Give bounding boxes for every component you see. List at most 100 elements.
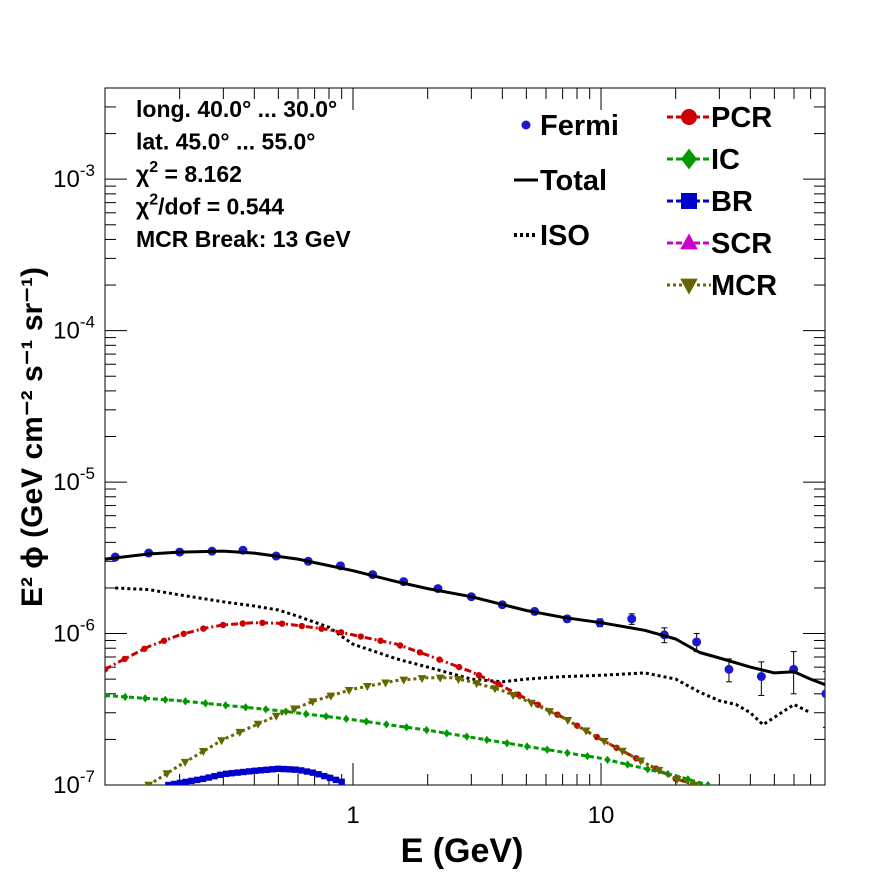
fermi-point xyxy=(821,689,825,699)
br-marker xyxy=(303,768,311,775)
series-total xyxy=(105,549,825,687)
pcr-marker xyxy=(160,637,168,644)
pcr-marker xyxy=(337,629,345,636)
ic-marker xyxy=(584,751,591,761)
y-tick-label: 10-7 xyxy=(53,767,95,799)
mcr-marker xyxy=(508,691,518,700)
iso-line xyxy=(115,586,812,727)
br-marker xyxy=(251,767,259,774)
br-marker xyxy=(240,768,247,776)
br-marker xyxy=(280,765,288,773)
br-marker xyxy=(246,768,253,775)
fermi-point xyxy=(692,637,702,647)
annotation-line: lat. 45.0° ... 55.0° xyxy=(136,129,316,155)
mcr-marker xyxy=(198,748,208,757)
br-marker xyxy=(326,774,334,782)
br-marker xyxy=(274,765,282,772)
y-tick-label: 10-6 xyxy=(53,616,95,648)
mcr-marker xyxy=(435,674,445,683)
ic-marker xyxy=(121,692,129,702)
x-tick-label: 1 xyxy=(346,802,359,829)
legend-label: BR xyxy=(711,186,753,218)
ic-marker xyxy=(463,732,471,741)
pcr-marker xyxy=(396,642,404,649)
annotation-line: χ2 = 8.162 xyxy=(136,159,242,187)
legend-left: Fermi Total ISO xyxy=(514,110,619,252)
series-iso xyxy=(115,586,812,727)
mcr-marker xyxy=(599,737,609,746)
mcr-marker xyxy=(454,676,463,685)
legend-symbol xyxy=(681,193,697,209)
y-axis-label: E² ϕ (GeV cm⁻² s⁻¹ sr⁻¹) xyxy=(16,267,49,607)
mcr-marker xyxy=(217,737,226,746)
pcr-marker xyxy=(121,655,128,663)
ic-marker xyxy=(564,748,571,758)
br-marker xyxy=(309,769,316,776)
axis-tick-labels: 1 10 10-7 10-6 10-5 10-4 10-3 xyxy=(53,161,614,829)
legend-symbol xyxy=(680,278,698,295)
fermi-point xyxy=(756,672,766,682)
ic-marker xyxy=(222,701,229,710)
br-marker xyxy=(211,772,218,780)
mcr-marker xyxy=(472,680,482,689)
br-marker xyxy=(176,779,184,785)
pcr-marker xyxy=(259,619,266,627)
legend-label: IC xyxy=(711,144,740,176)
br-marker xyxy=(199,775,207,783)
ic-marker xyxy=(383,720,390,729)
br-marker xyxy=(217,771,224,779)
ic-marker xyxy=(282,707,290,716)
ic-marker xyxy=(403,723,410,732)
ic-marker xyxy=(322,712,330,721)
ic-marker xyxy=(523,742,531,751)
annotations: long. 40.0° ... 30.0° lat. 45.0° ... 55.0… xyxy=(136,96,351,252)
mcr-marker xyxy=(144,781,154,785)
ic-marker xyxy=(162,695,169,704)
pcr-marker xyxy=(475,671,483,679)
br-marker xyxy=(170,780,178,785)
mcr-marker xyxy=(308,698,318,707)
pcr-marker xyxy=(416,649,424,656)
legend-right: PCR IC BR SCR MCR xyxy=(667,102,777,302)
pcr-marker xyxy=(318,625,325,632)
pcr-marker xyxy=(436,656,443,663)
legend-symbol xyxy=(521,120,531,130)
ic-marker xyxy=(142,694,149,703)
br-marker xyxy=(286,766,293,773)
series-ic xyxy=(105,691,712,785)
ic-marker xyxy=(242,703,249,712)
fermi-point xyxy=(724,664,734,674)
pcr-marker xyxy=(377,637,384,644)
pcr-marker xyxy=(219,621,227,629)
ic-marker xyxy=(443,729,450,738)
mcr-marker xyxy=(180,758,190,767)
legend-label: PCR xyxy=(711,102,772,134)
br-marker xyxy=(234,769,241,776)
br-marker xyxy=(257,767,264,774)
legend-label: Total xyxy=(540,165,607,197)
br-marker xyxy=(315,771,322,778)
legend-label: SCR xyxy=(711,228,772,260)
mcr-marker xyxy=(490,685,500,694)
legend-label: MCR xyxy=(711,270,777,302)
series-br xyxy=(165,765,345,785)
ic-marker xyxy=(604,755,611,765)
mcr-marker xyxy=(381,679,390,688)
mcr-marker xyxy=(654,766,664,775)
axis-ticks xyxy=(104,87,826,786)
annotation-line: long. 40.0° ... 30.0° xyxy=(136,96,337,122)
ic-marker xyxy=(544,745,551,754)
mcr-marker xyxy=(271,712,281,721)
mcr-marker xyxy=(344,687,354,696)
br-marker xyxy=(338,778,345,785)
ic-marker xyxy=(704,780,712,785)
pcr-marker xyxy=(455,663,463,671)
br-marker xyxy=(298,767,305,774)
ic-marker xyxy=(202,699,209,708)
mcr-marker xyxy=(545,708,554,717)
y-tick-label: 10-3 xyxy=(53,161,95,193)
ic-marker xyxy=(182,697,189,706)
pcr-marker xyxy=(200,625,207,632)
mcr-marker xyxy=(581,727,591,736)
br-marker xyxy=(194,776,201,784)
